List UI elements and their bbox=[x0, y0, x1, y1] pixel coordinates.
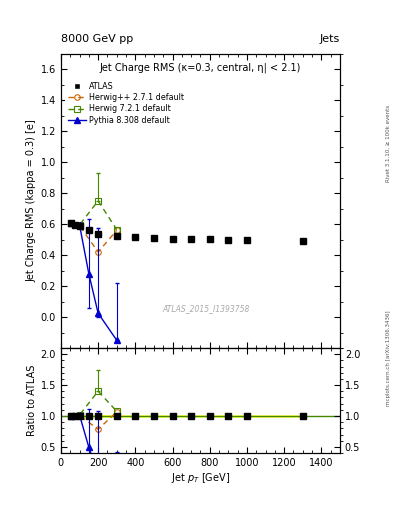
X-axis label: Jet $p_T$ [GeV]: Jet $p_T$ [GeV] bbox=[171, 471, 230, 485]
Text: 8000 GeV pp: 8000 GeV pp bbox=[61, 33, 133, 44]
Text: Jets: Jets bbox=[320, 33, 340, 44]
Text: mcplots.cern.ch [arXiv:1306.3436]: mcplots.cern.ch [arXiv:1306.3436] bbox=[386, 311, 391, 406]
Y-axis label: Ratio to ATLAS: Ratio to ATLAS bbox=[26, 365, 37, 436]
Text: Rivet 3.1.10, ≥ 100k events: Rivet 3.1.10, ≥ 100k events bbox=[386, 105, 391, 182]
Y-axis label: Jet Charge RMS (kappa = 0.3) [e]: Jet Charge RMS (kappa = 0.3) [e] bbox=[26, 119, 37, 282]
Legend: ATLAS, Herwig++ 2.7.1 default, Herwig 7.2.1 default, Pythia 8.308 default: ATLAS, Herwig++ 2.7.1 default, Herwig 7.… bbox=[65, 78, 187, 128]
Text: ATLAS_2015_I1393758: ATLAS_2015_I1393758 bbox=[162, 304, 250, 313]
Text: Jet Charge RMS (κ=0.3, central, η| < 2.1): Jet Charge RMS (κ=0.3, central, η| < 2.1… bbox=[100, 62, 301, 73]
